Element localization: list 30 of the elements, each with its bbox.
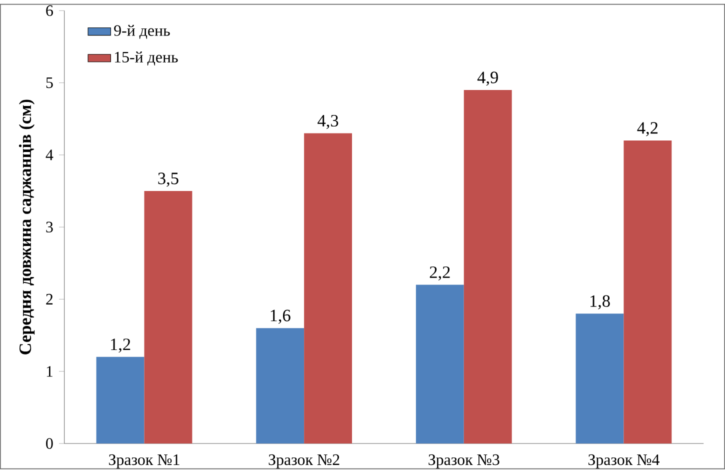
data-label: 1,8 [590, 295, 610, 310]
bar [96, 357, 144, 444]
data-label: 3,5 [158, 172, 178, 187]
data-label: 4,3 [318, 115, 338, 130]
bar [576, 314, 624, 444]
legend-label: 15-й день [114, 52, 178, 66]
y-tick-label: 6 [46, 5, 53, 16]
y-tick-label: 5 [46, 78, 53, 88]
legend-label: 9-й день [114, 25, 170, 40]
x-tick-label: Зразок №1 [108, 454, 180, 469]
y-tick-label: 4 [46, 150, 54, 160]
data-label: 4,2 [637, 122, 658, 136]
x-tick-label: Зразок №2 [268, 454, 340, 469]
bar [624, 140, 672, 444]
data-label: 1,2 [111, 338, 130, 353]
bar [464, 90, 512, 444]
y-tick-label: 3 [46, 222, 53, 233]
bar [144, 191, 192, 444]
data-label: 2,2 [430, 266, 450, 281]
data-label: 4,9 [477, 72, 498, 86]
y-tick-label: 1 [46, 366, 52, 377]
y-tick-label: 2 [46, 294, 53, 305]
data-label: 1,6 [270, 310, 290, 324]
y-tick-label: 0 [46, 438, 53, 450]
bar [416, 284, 464, 444]
x-tick-label: Зразок №3 [428, 454, 500, 469]
y-axis-title: Середня довжина саджанців (см) [18, 100, 35, 355]
x-tick-label: Зразок №4 [588, 454, 660, 469]
bar [304, 133, 352, 444]
bar [256, 328, 304, 444]
